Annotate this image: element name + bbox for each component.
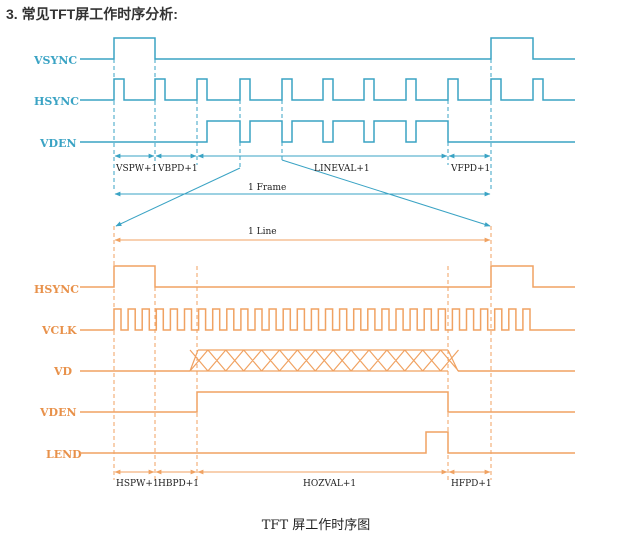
vd-label: VD xyxy=(53,365,73,378)
frame-timing-section: VSYNC HSYNC VDEN VS xyxy=(33,37,575,227)
line-timing-section: 1 Line HSYNC VCLK VD VDEN LEND xyxy=(34,226,575,489)
frame-vden-waveform xyxy=(80,120,575,143)
vsync-label: VSYNC xyxy=(33,54,77,67)
lineval-label: LINEVAL+1 xyxy=(314,164,370,174)
vd-waveform xyxy=(80,349,575,372)
vsync-waveform xyxy=(80,37,575,60)
lend-waveform xyxy=(80,431,575,454)
line-hsync-waveform xyxy=(80,265,575,288)
hfpd-label: HFPD+1 xyxy=(451,479,492,489)
frame-hsync-waveform xyxy=(80,78,575,101)
diagram-caption: TFT 屏工作时序图 xyxy=(261,518,371,533)
lend-label: LEND xyxy=(46,448,82,461)
frame-vden-label: VDEN xyxy=(39,137,77,150)
line-vden-waveform xyxy=(80,391,575,413)
hspw-label: HSPW+1 xyxy=(116,479,159,489)
vclk-label: VCLK xyxy=(41,324,77,337)
line-guide-lines xyxy=(113,226,492,480)
vspw-label: VSPW+1 xyxy=(115,164,157,174)
zoom-line-left xyxy=(115,167,241,227)
hbpd-label: HBPD+1 xyxy=(158,479,199,489)
vclk-waveform xyxy=(80,308,575,331)
line-vden-label: VDEN xyxy=(39,406,77,419)
vfpd-label: VFPD+1 xyxy=(450,164,490,174)
line-hsync-label: HSYNC xyxy=(34,283,79,296)
hozval-label: HOZVAL+1 xyxy=(303,479,356,489)
vbpd-label: VBPD+1 xyxy=(157,164,198,174)
section-heading: 3. 常见TFT屏工作时序分析: xyxy=(6,6,178,22)
zoom-line-right xyxy=(281,159,491,227)
line-span-label: 1 Line xyxy=(248,227,277,237)
frame-hsync-label: HSYNC xyxy=(34,95,79,108)
frame-span-label: 1 Frame xyxy=(248,183,286,193)
